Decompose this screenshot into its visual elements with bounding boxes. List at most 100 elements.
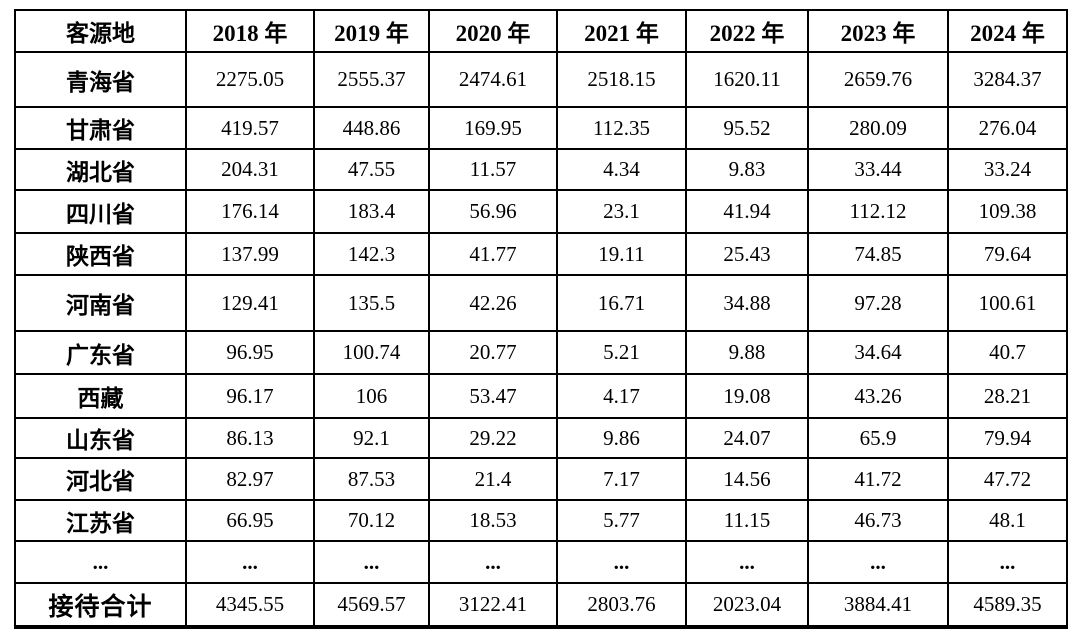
- row-label: 四川省: [14, 189, 187, 234]
- table-cell: 11.57: [428, 148, 558, 191]
- column-header-2022: 2022 年: [685, 9, 809, 53]
- table-cell: 276.04: [947, 106, 1068, 150]
- table-cell: 79.94: [947, 417, 1068, 459]
- table-cell: 2803.76: [556, 582, 687, 628]
- table-cell: 92.1: [313, 417, 430, 459]
- table-cell: 41.94: [685, 189, 809, 234]
- table-cell: 2023.04: [685, 582, 809, 628]
- column-header-source: 客源地: [14, 9, 187, 53]
- table-cell: 34.88: [685, 274, 809, 332]
- table-cell: 2474.61: [428, 51, 558, 108]
- table-cell: ...: [556, 540, 687, 584]
- table-cell: 41.77: [428, 232, 558, 276]
- table-cell: 20.77: [428, 330, 558, 375]
- table-cell: 79.64: [947, 232, 1068, 276]
- table-cell: 16.71: [556, 274, 687, 332]
- table-cell: 4589.35: [947, 582, 1068, 628]
- row-label: 山东省: [14, 417, 187, 459]
- table-cell: 5.77: [556, 499, 687, 542]
- table-row-hubei: 湖北省 204.31 47.55 11.57 4.34 9.83 33.44 3…: [14, 148, 1068, 191]
- table-cell: 183.4: [313, 189, 430, 234]
- table-cell: 2555.37: [313, 51, 430, 108]
- table-cell: ...: [685, 540, 809, 584]
- table-row-guangdong: 广东省 96.95 100.74 20.77 5.21 9.88 34.64 4…: [14, 330, 1068, 375]
- table-cell: 112.12: [807, 189, 949, 234]
- table-cell: 4.34: [556, 148, 687, 191]
- row-label: 西藏: [14, 373, 187, 419]
- table-cell: 25.43: [685, 232, 809, 276]
- table-row-henan: 河南省 129.41 135.5 42.26 16.71 34.88 97.28…: [14, 274, 1068, 332]
- table-cell: 48.1: [947, 499, 1068, 542]
- table-cell: ...: [428, 540, 558, 584]
- table-cell: 448.86: [313, 106, 430, 150]
- table-cell: 135.5: [313, 274, 430, 332]
- table-cell: 112.35: [556, 106, 687, 150]
- table-row-sichuan: 四川省 176.14 183.4 56.96 23.1 41.94 112.12…: [14, 189, 1068, 234]
- table-cell: 9.83: [685, 148, 809, 191]
- table-cell: 29.22: [428, 417, 558, 459]
- table-cell: 21.4: [428, 457, 558, 501]
- table-cell: 33.44: [807, 148, 949, 191]
- table-cell: 87.53: [313, 457, 430, 501]
- table-row-shandong: 山东省 86.13 92.1 29.22 9.86 24.07 65.9 79.…: [14, 417, 1068, 459]
- table-cell: 9.86: [556, 417, 687, 459]
- table-cell: 3284.37: [947, 51, 1068, 108]
- table-cell: 106: [313, 373, 430, 419]
- table-row-gansu: 甘肃省 419.57 448.86 169.95 112.35 95.52 28…: [14, 106, 1068, 150]
- table-cell: 109.38: [947, 189, 1068, 234]
- table-cell: 41.72: [807, 457, 949, 501]
- table-cell: 176.14: [185, 189, 315, 234]
- row-label: 河北省: [14, 457, 187, 501]
- table-cell: 142.3: [313, 232, 430, 276]
- table-cell: 3884.41: [807, 582, 949, 628]
- table-cell: 3122.41: [428, 582, 558, 628]
- row-label: 河南省: [14, 274, 187, 332]
- table-row-total: 接待合计 4345.55 4569.57 3122.41 2803.76 202…: [14, 582, 1068, 628]
- row-label: ...: [14, 540, 187, 584]
- table-cell: 46.73: [807, 499, 949, 542]
- table-cell: 47.55: [313, 148, 430, 191]
- table-cell: 11.15: [685, 499, 809, 542]
- table-cell: 95.52: [685, 106, 809, 150]
- table-cell: 19.08: [685, 373, 809, 419]
- table-cell: 66.95: [185, 499, 315, 542]
- table-cell: 70.12: [313, 499, 430, 542]
- table-cell: 53.47: [428, 373, 558, 419]
- table-cell: 4569.57: [313, 582, 430, 628]
- table-cell: 47.72: [947, 457, 1068, 501]
- table-cell: 4.17: [556, 373, 687, 419]
- table-cell: 204.31: [185, 148, 315, 191]
- column-header-2018: 2018 年: [185, 9, 315, 53]
- table-cell: 43.26: [807, 373, 949, 419]
- table-row-hebei: 河北省 82.97 87.53 21.4 7.17 14.56 41.72 47…: [14, 457, 1068, 501]
- table-cell: 82.97: [185, 457, 315, 501]
- table-cell: 40.7: [947, 330, 1068, 375]
- tourist-source-table: 客源地 2018 年 2019 年 2020 年 2021 年 2022 年 2…: [14, 9, 1068, 629]
- table-cell: 2275.05: [185, 51, 315, 108]
- table-cell: 419.57: [185, 106, 315, 150]
- table-cell: 280.09: [807, 106, 949, 150]
- table-cell: 169.95: [428, 106, 558, 150]
- row-label-total: 接待合计: [14, 582, 187, 628]
- table-cell: 23.1: [556, 189, 687, 234]
- table-cell: 129.41: [185, 274, 315, 332]
- table-cell: 74.85: [807, 232, 949, 276]
- row-label: 陕西省: [14, 232, 187, 276]
- row-label: 广东省: [14, 330, 187, 375]
- table-cell: 7.17: [556, 457, 687, 501]
- table-cell: 33.24: [947, 148, 1068, 191]
- table-row-ellipsis: ... ... ... ... ... ... ... ...: [14, 540, 1068, 584]
- table-cell: 1620.11: [685, 51, 809, 108]
- table-cell: 65.9: [807, 417, 949, 459]
- column-header-2023: 2023 年: [807, 9, 949, 53]
- table-cell: 100.74: [313, 330, 430, 375]
- table-cell: 100.61: [947, 274, 1068, 332]
- table-cell: 97.28: [807, 274, 949, 332]
- table-cell: 28.21: [947, 373, 1068, 419]
- table-cell: 5.21: [556, 330, 687, 375]
- table-cell: 56.96: [428, 189, 558, 234]
- header-row: 客源地 2018 年 2019 年 2020 年 2021 年 2022 年 2…: [14, 9, 1068, 53]
- row-label: 甘肃省: [14, 106, 187, 150]
- column-header-2024: 2024 年: [947, 9, 1068, 53]
- column-header-2020: 2020 年: [428, 9, 558, 53]
